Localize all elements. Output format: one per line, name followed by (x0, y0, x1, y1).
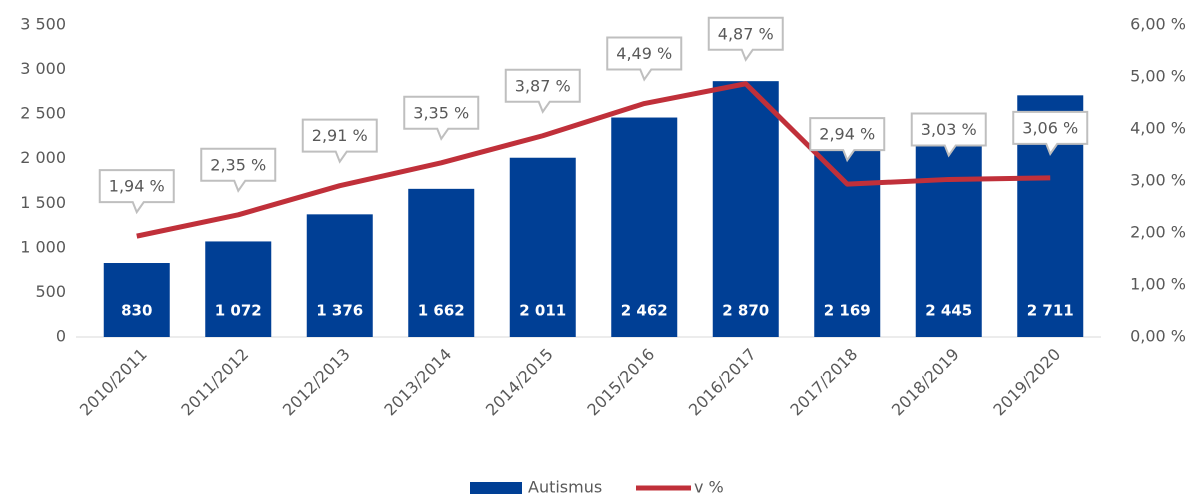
y2-tick-label: 3,00 % (1130, 171, 1186, 190)
line-value-label: 3,06 % (1022, 118, 1078, 137)
x-tick-label: 2010/2011 (76, 345, 151, 420)
bar-value-label: 1 662 (418, 302, 465, 320)
y-tick-label: 2 000 (20, 148, 66, 167)
bar-value-label: 2 445 (925, 302, 972, 320)
bar (306, 214, 373, 337)
bar-value-label: 1 072 (215, 302, 262, 320)
callout (707, 16, 784, 62)
y2-tick-label: 6,00 % (1130, 15, 1186, 34)
bar-value-label: 2 011 (519, 302, 566, 320)
y-tick-label: 500 (35, 282, 66, 301)
bar (509, 157, 576, 337)
bar (814, 143, 881, 337)
callout (606, 36, 683, 82)
line-value-label: 3,87 % (515, 76, 571, 95)
bar (712, 81, 779, 337)
x-tick-label: 2016/2017 (685, 345, 760, 420)
legend-label: v % (694, 478, 724, 496)
callout (504, 68, 581, 114)
line-value-label: 3,03 % (921, 120, 977, 139)
bar (611, 117, 678, 337)
y2-tick-label: 0,00 % (1130, 327, 1186, 346)
line-value-label: 4,49 % (616, 44, 672, 63)
line (136, 81, 1051, 239)
x-tick-label: 2011/2012 (177, 345, 252, 420)
bar-value-label: 1 376 (316, 302, 363, 320)
bar-value-label: 2 870 (722, 302, 769, 320)
y-tick-label: 2 500 (20, 104, 66, 123)
callout (301, 118, 378, 164)
x-tick-label: 2019/2020 (989, 345, 1064, 420)
line-value-label: 1,94 % (109, 177, 165, 196)
line-value-label: 2,91 % (312, 126, 368, 145)
bar (408, 188, 475, 337)
y2-tick-label: 2,00 % (1130, 223, 1186, 242)
callout (1012, 110, 1089, 156)
x-tick-label: 2013/2014 (380, 345, 455, 420)
y-tick-label: 3 000 (20, 59, 66, 78)
x-tick-label: 2015/2016 (583, 345, 658, 420)
callout (403, 95, 480, 141)
y2-tick-label: 5,00 % (1130, 67, 1186, 86)
y2-tick-label: 4,00 % (1130, 119, 1186, 138)
callout (98, 169, 175, 215)
callout (910, 112, 987, 158)
legend-label: Autismus (528, 478, 602, 496)
y-tick-label: 3 500 (20, 15, 66, 34)
y2-tick-label: 1,00 % (1130, 275, 1186, 294)
line-value-label: 3,35 % (413, 103, 469, 122)
legend-swatch (470, 482, 522, 494)
bar (205, 241, 272, 337)
callout (809, 117, 886, 163)
bar-value-label: 2 169 (824, 302, 871, 320)
line-value-label: 2,94 % (819, 125, 875, 144)
line-value-label: 4,87 % (718, 24, 774, 43)
bar-value-label: 2 462 (621, 302, 668, 320)
x-tick-label: 2017/2018 (786, 345, 861, 420)
callout (200, 147, 277, 193)
bar-value-label: 2 711 (1027, 302, 1074, 320)
x-tick-label: 2018/2019 (888, 345, 963, 420)
line-value-label: 2,35 % (210, 155, 266, 174)
x-tick-label: 2014/2015 (482, 345, 557, 420)
y-tick-label: 0 (56, 327, 66, 346)
bar-value-label: 830 (121, 302, 152, 320)
bar (103, 263, 170, 337)
x-tick-label: 2012/2013 (279, 345, 354, 420)
y-tick-label: 1 000 (20, 237, 66, 256)
y-tick-label: 1 500 (20, 193, 66, 212)
